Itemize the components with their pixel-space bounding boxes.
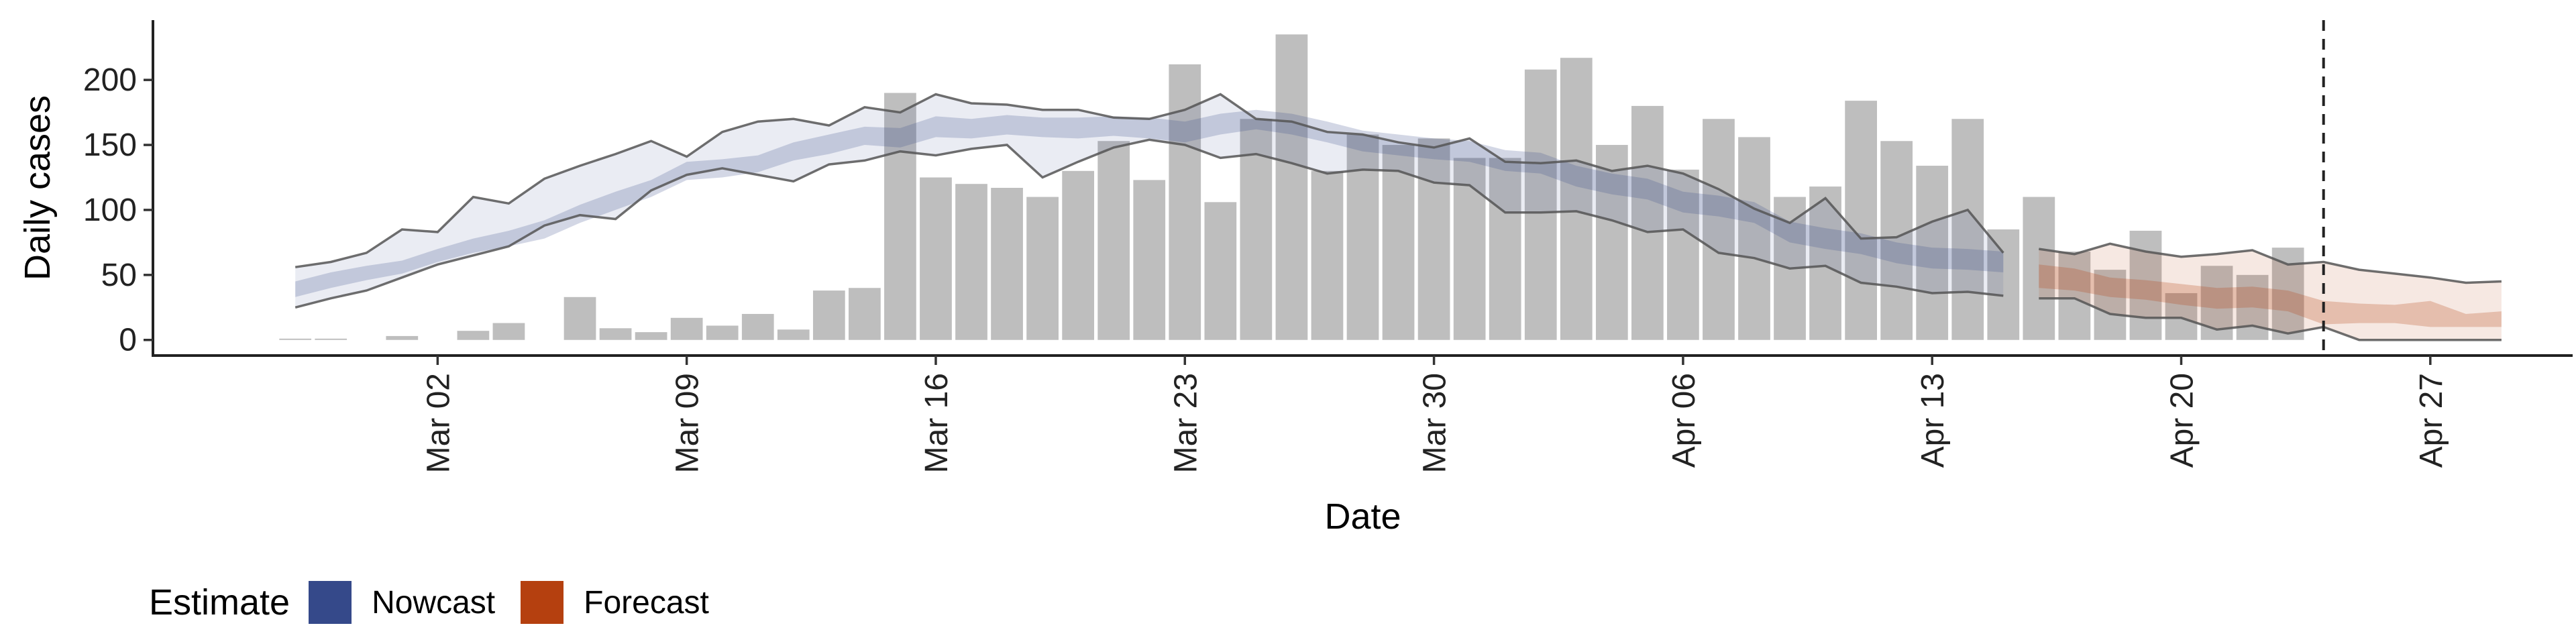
- bar: [849, 288, 881, 340]
- legend-title: Estimate: [149, 582, 290, 623]
- y-tick-label: 0: [119, 323, 137, 358]
- bar: [1560, 58, 1593, 340]
- x-tick-label: Mar 16: [919, 373, 955, 473]
- legend-label-nowcast: Nowcast: [372, 584, 496, 621]
- bar: [812, 290, 845, 340]
- bar: [1738, 137, 1770, 340]
- x-tick-label: Apr 06: [1666, 373, 1702, 468]
- bar: [1453, 158, 1486, 340]
- nowcast-outer-ribbon: [295, 94, 2004, 308]
- legend-swatch-nowcast: [309, 581, 352, 624]
- bar: [884, 93, 916, 340]
- legend-item-forecast: Forecast: [521, 581, 709, 624]
- nowcast-lower-line: [294, 138, 2004, 309]
- legend-swatch-forecast: [521, 581, 564, 624]
- forecast-outer-ribbon: [2039, 244, 2502, 340]
- x-tick-label: Apr 13: [1915, 373, 1951, 468]
- legend: Estimate Nowcast Forecast: [149, 576, 735, 629]
- bar: [670, 317, 703, 340]
- legend-label-forecast: Forecast: [584, 584, 709, 621]
- bar: [599, 328, 632, 340]
- x-tick-label: Mar 30: [1417, 373, 1453, 473]
- bar: [1062, 170, 1095, 340]
- bar: [777, 329, 810, 340]
- y-axis-title: Daily cases: [17, 95, 58, 280]
- bar: [2058, 251, 2091, 340]
- bars-layer: [279, 34, 2304, 340]
- x-tick-labels: Mar 02 Mar 09 Mar 16 Mar 23 Mar 30 Apr 06 Apr …: [421, 373, 2449, 473]
- bar: [2023, 197, 2055, 340]
- bar: [564, 297, 596, 340]
- bar: [457, 331, 490, 340]
- x-tick-label: Apr 27: [2414, 373, 2449, 468]
- bar: [1987, 229, 2020, 340]
- forecast-lower-line: [2039, 297, 2502, 341]
- bar: [920, 177, 952, 340]
- bar: [1951, 119, 1984, 340]
- bar: [1026, 197, 1059, 340]
- x-tick-label: Mar 23: [1168, 373, 1203, 473]
- bar: [1489, 158, 1521, 340]
- bar: [1916, 166, 1949, 340]
- bar: [1133, 180, 1166, 340]
- bar: [1417, 138, 1450, 340]
- y-tick-label: 50: [101, 258, 137, 293]
- bar: [1631, 105, 1664, 340]
- bar: [1845, 101, 1877, 340]
- x-tick-label: Mar 02: [421, 373, 456, 473]
- bar: [1097, 141, 1130, 340]
- bar: [2094, 270, 2127, 340]
- x-tick-label: Mar 09: [670, 373, 706, 473]
- bar: [1382, 145, 1415, 340]
- x-axis-title: Date: [1324, 496, 1401, 537]
- bar: [1880, 141, 1913, 340]
- x-tick-label: Apr 20: [2165, 373, 2200, 468]
- bar: [1809, 186, 1841, 340]
- bar: [1204, 202, 1237, 340]
- bar: [1595, 145, 1628, 340]
- bar: [635, 332, 667, 340]
- bar: [1667, 169, 1699, 340]
- bar: [1703, 119, 1735, 340]
- y-tick-label: 200: [83, 62, 137, 98]
- bar: [492, 323, 525, 340]
- bar: [315, 338, 347, 340]
- bar: [279, 338, 312, 340]
- legend-item-nowcast: Nowcast: [309, 581, 495, 624]
- ribbons-layer: [295, 94, 2502, 340]
- forecast-inner-ribbon: [2039, 264, 2502, 327]
- bar: [991, 188, 1023, 340]
- y-tick-labels: 0 50 100 150 200: [83, 62, 137, 358]
- bar: [1311, 170, 1344, 340]
- bar: [706, 325, 739, 340]
- bar: [2165, 292, 2198, 340]
- bar: [741, 313, 774, 340]
- nowcast-upper-line: [294, 93, 2004, 268]
- y-tick-label: 150: [83, 127, 137, 163]
- bar: [955, 184, 987, 340]
- axes-layer: [144, 20, 2573, 365]
- bar: [1275, 34, 1308, 340]
- nowcast-inner-ribbon: [295, 109, 2004, 297]
- bar: [1524, 69, 1557, 340]
- bar: [386, 335, 419, 340]
- y-tick-label: 100: [83, 193, 137, 228]
- forecast-upper-line: [2039, 242, 2502, 284]
- bound-lines-layer: [294, 93, 2502, 341]
